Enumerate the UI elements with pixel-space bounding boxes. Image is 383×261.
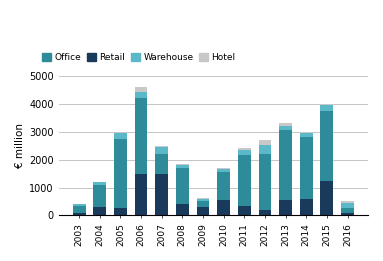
Bar xyxy=(279,200,292,216)
Bar xyxy=(135,174,147,216)
Bar xyxy=(73,213,85,216)
Bar xyxy=(114,133,127,139)
Bar xyxy=(114,209,127,216)
Bar xyxy=(196,207,210,216)
Y-axis label: € million: € million xyxy=(15,123,25,168)
Bar xyxy=(238,155,251,206)
Bar xyxy=(196,201,210,207)
Bar xyxy=(300,133,313,137)
Bar xyxy=(217,172,230,200)
Bar xyxy=(238,148,251,150)
Bar xyxy=(176,164,189,165)
Bar xyxy=(196,199,210,201)
Bar xyxy=(300,132,313,133)
Bar xyxy=(279,123,292,126)
Bar xyxy=(341,213,354,216)
Bar xyxy=(73,204,85,206)
Bar xyxy=(135,98,147,174)
Bar xyxy=(279,126,292,130)
Legend: Office, Retail, Warehouse, Hotel: Office, Retail, Warehouse, Hotel xyxy=(38,49,239,66)
Bar xyxy=(93,182,106,185)
Bar xyxy=(176,165,189,168)
Bar xyxy=(341,203,354,209)
Bar xyxy=(238,150,251,155)
Bar xyxy=(135,92,147,98)
Bar xyxy=(114,139,127,209)
Bar xyxy=(93,185,106,207)
Bar xyxy=(259,210,271,216)
Bar xyxy=(196,198,210,199)
Bar xyxy=(341,209,354,213)
Bar xyxy=(155,174,168,216)
Bar xyxy=(176,168,189,204)
Bar xyxy=(135,87,147,92)
Bar xyxy=(279,130,292,200)
Bar xyxy=(259,154,271,210)
Bar xyxy=(93,207,106,216)
Bar xyxy=(176,204,189,216)
Bar xyxy=(155,146,168,147)
Bar xyxy=(300,137,313,199)
Bar xyxy=(155,154,168,174)
Bar xyxy=(238,206,251,216)
Bar xyxy=(217,169,230,172)
Bar xyxy=(259,140,271,145)
Bar xyxy=(300,199,313,216)
Bar xyxy=(321,104,333,105)
Bar xyxy=(341,201,354,203)
Bar xyxy=(321,105,333,111)
Bar xyxy=(155,147,168,154)
Bar xyxy=(73,206,85,213)
Bar xyxy=(217,200,230,216)
Bar xyxy=(259,145,271,154)
Bar xyxy=(321,111,333,181)
Bar xyxy=(321,181,333,216)
